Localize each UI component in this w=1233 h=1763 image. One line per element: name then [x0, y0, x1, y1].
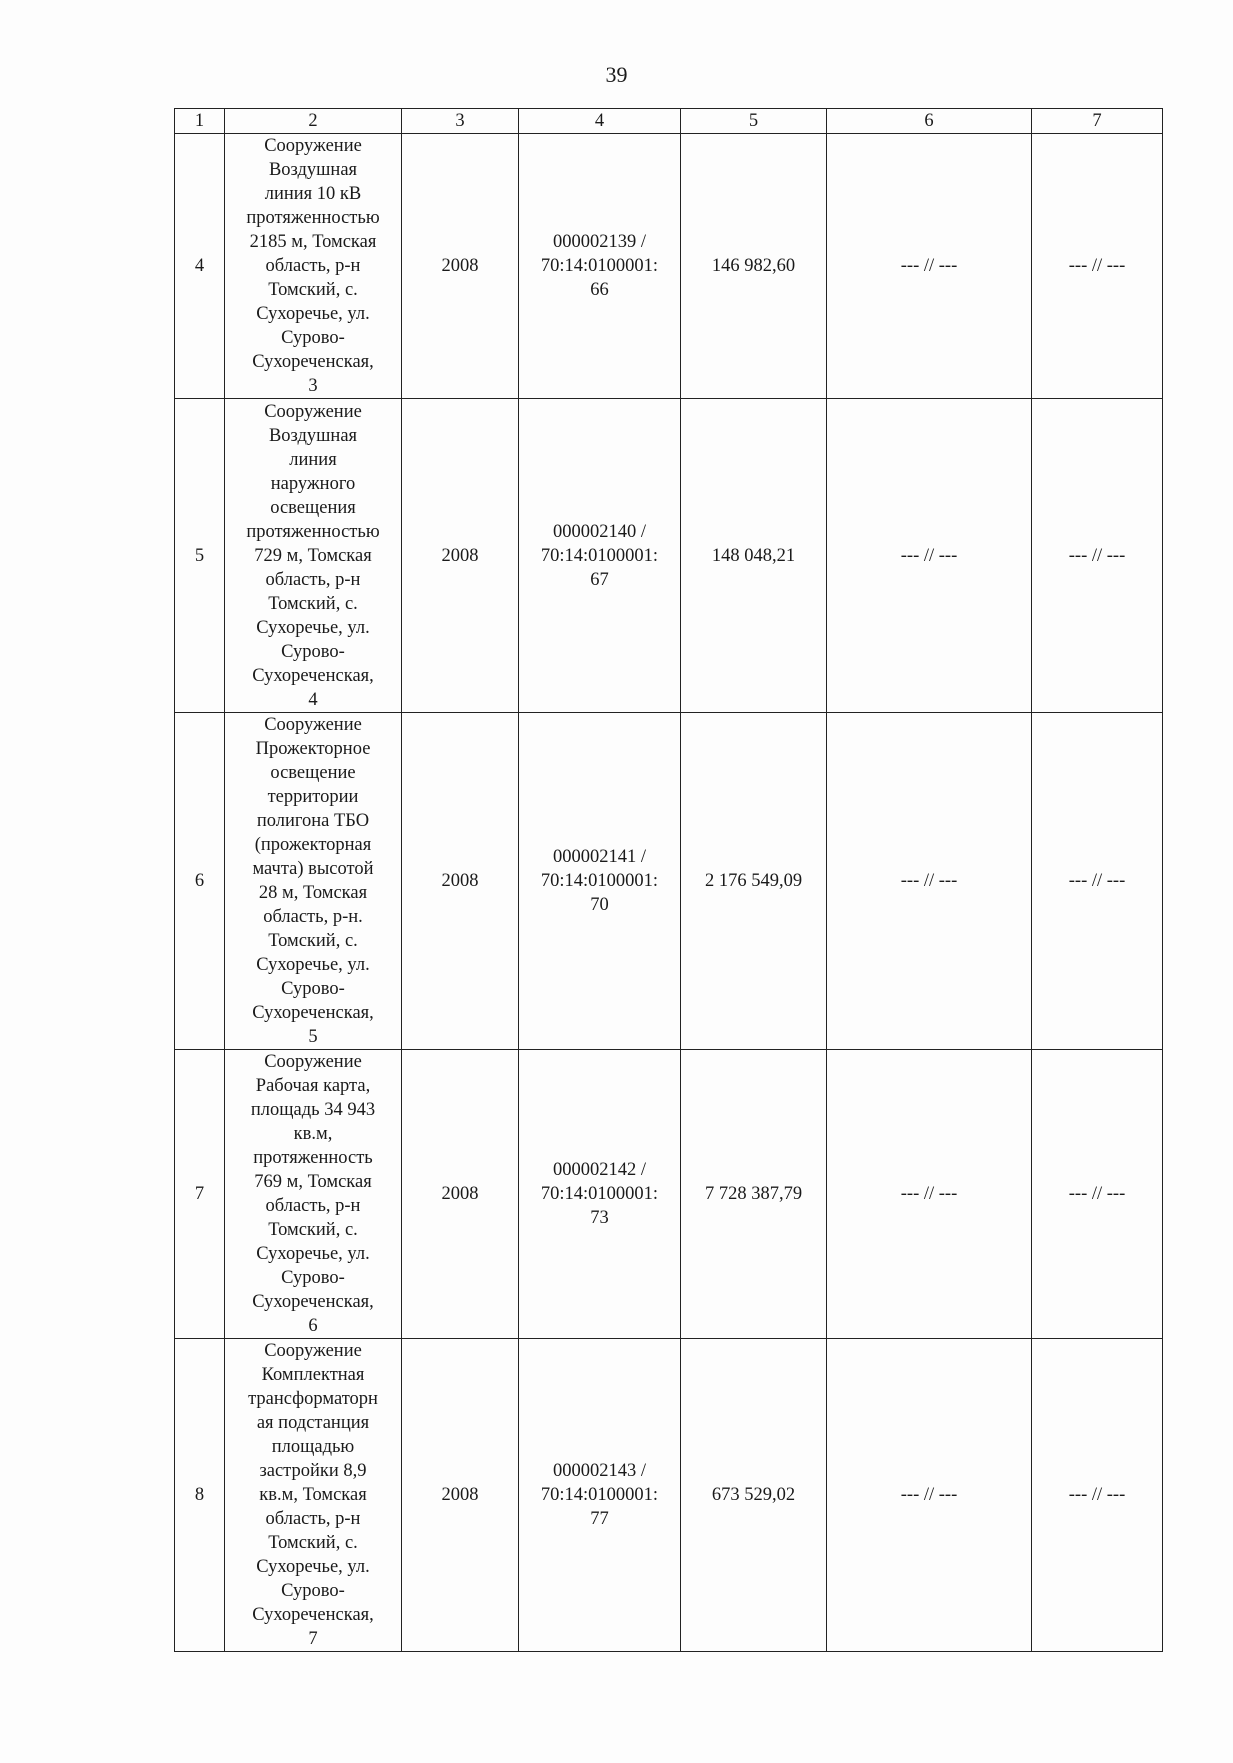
column-7: --- // ---: [1031, 1049, 1163, 1339]
table-row: 6 Сооружение Прожекторное освещение терри…: [174, 712, 1163, 1050]
inventory-cadastral-number: 000002139 / 70:14:0100001: 66: [518, 133, 681, 399]
header-cell: 6: [826, 108, 1032, 134]
table-row: 4 Сооружение Воздушная линия 10 кВ протяж…: [174, 133, 1163, 399]
object-description: Сооружение Воздушная линия наружного осв…: [224, 398, 402, 713]
header-cell: 5: [680, 108, 827, 134]
column-7: --- // ---: [1031, 1338, 1163, 1652]
object-description: Сооружение Комплектная трансформаторн ая…: [224, 1338, 402, 1652]
year: 2008: [401, 1338, 519, 1652]
year: 2008: [401, 398, 519, 713]
row-number: 6: [174, 712, 225, 1050]
page-number: 39: [605, 62, 628, 87]
property-table: 1 2 3 4 5 6 7 4 Сооружение Воздушная лини…: [174, 108, 1163, 1652]
table-row: 7 Сооружение Рабочая карта, площадь 34 94…: [174, 1049, 1163, 1339]
inventory-cadastral-number: 000002140 / 70:14:0100001: 67: [518, 398, 681, 713]
inventory-cadastral-number: 000002143 / 70:14:0100001: 77: [518, 1338, 681, 1652]
row-number: 7: [174, 1049, 225, 1339]
year: 2008: [401, 712, 519, 1050]
value: 7 728 387,79: [680, 1049, 827, 1339]
year: 2008: [401, 1049, 519, 1339]
column-7: --- // ---: [1031, 712, 1163, 1050]
inventory-cadastral-number: 000002141 / 70:14:0100001: 70: [518, 712, 681, 1050]
column-6: --- // ---: [826, 712, 1032, 1050]
header-cell: 4: [518, 108, 681, 134]
column-7: --- // ---: [1031, 133, 1163, 399]
column-6: --- // ---: [826, 1049, 1032, 1339]
row-number: 5: [174, 398, 225, 713]
column-7: --- // ---: [1031, 398, 1163, 713]
value: 146 982,60: [680, 133, 827, 399]
column-6: --- // ---: [826, 398, 1032, 713]
column-6: --- // ---: [826, 1338, 1032, 1652]
header-cell: 2: [224, 108, 402, 134]
value: 148 048,21: [680, 398, 827, 713]
object-description: Сооружение Воздушная линия 10 кВ протяже…: [224, 133, 402, 399]
year: 2008: [401, 133, 519, 399]
header-cell: 7: [1031, 108, 1163, 134]
column-6: --- // ---: [826, 133, 1032, 399]
header-cell: 3: [401, 108, 519, 134]
table-row: 5 Сооружение Воздушная линия наружного ос…: [174, 398, 1163, 713]
object-description: Сооружение Рабочая карта, площадь 34 943…: [224, 1049, 402, 1339]
inventory-cadastral-number: 000002142 / 70:14:0100001: 73: [518, 1049, 681, 1339]
value: 673 529,02: [680, 1338, 827, 1652]
header-cell: 1: [174, 108, 225, 134]
row-number: 8: [174, 1338, 225, 1652]
row-number: 4: [174, 133, 225, 399]
table-row: 8 Сооружение Комплектная трансформаторн а…: [174, 1338, 1163, 1652]
object-description: Сооружение Прожекторное освещение террит…: [224, 712, 402, 1050]
header-row: 1 2 3 4 5 6 7: [174, 108, 1163, 134]
value: 2 176 549,09: [680, 712, 827, 1050]
